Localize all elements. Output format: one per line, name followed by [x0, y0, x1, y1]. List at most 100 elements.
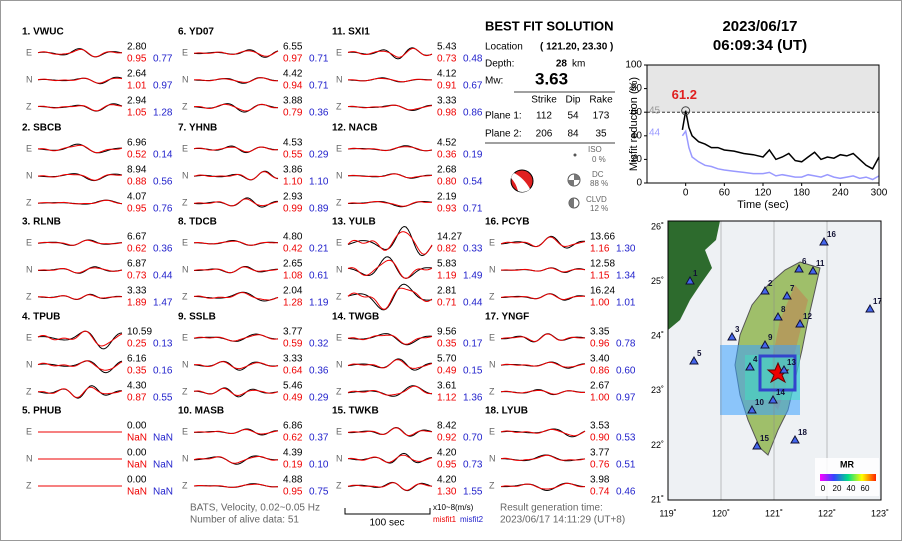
misfit2: 0.15 — [463, 366, 483, 377]
component: E — [182, 332, 188, 342]
station-name: 1. VWUC — [22, 27, 64, 38]
y-tick-label: 40 — [631, 130, 643, 141]
station — [819, 236, 829, 246]
station-name: 11. SXI1 — [332, 27, 370, 38]
station — [760, 339, 770, 349]
misfit1: 0.64 — [283, 366, 303, 377]
misfit2: 0.97 — [153, 81, 173, 92]
misfit1: 0.36 — [437, 150, 457, 161]
misfit2: 0.36 — [153, 244, 173, 255]
amplitude: 0.00 — [127, 475, 147, 486]
synthetic-trace — [37, 294, 123, 300]
observed-trace — [193, 291, 279, 302]
station-label: 7 — [790, 284, 795, 293]
station — [790, 434, 800, 444]
y-tick-label: 20 — [631, 154, 643, 165]
misfit2: 0.61 — [309, 271, 329, 282]
synthetic-trace — [37, 77, 123, 84]
amplitude: 3.53 — [590, 421, 610, 432]
plane-value: 35 — [595, 129, 607, 140]
misfit1: 1.00 — [590, 298, 610, 309]
amplitude: 5.43 — [437, 42, 457, 53]
misfit2: 0.36 — [309, 366, 329, 377]
misfit1: 0.99 — [283, 204, 303, 215]
plane-value: 54 — [567, 111, 579, 122]
amplitude: 4.12 — [437, 69, 457, 80]
synthetic-trace — [37, 48, 123, 58]
synthetic-trace — [500, 333, 586, 343]
synthetic-trace — [193, 334, 279, 342]
amplitude: 2.94 — [127, 96, 147, 107]
plane-value: 84 — [567, 129, 579, 140]
synthetic-trace — [193, 77, 279, 83]
synthetic-trace — [37, 174, 123, 181]
misfit2: 0.33 — [463, 244, 483, 255]
synthetic-trace — [347, 231, 433, 255]
lat-tick: 22˚ — [651, 440, 664, 450]
epicenter-box — [758, 354, 797, 392]
alive: Number of alive data: 51 — [190, 515, 299, 526]
station — [779, 364, 789, 374]
synthetic-trace — [193, 361, 279, 370]
iso-icon — [573, 153, 577, 157]
component: Z — [182, 197, 188, 207]
amplitude: 4.52 — [437, 138, 457, 149]
observed-trace — [37, 385, 122, 399]
misfit2: 0.48 — [463, 54, 483, 65]
station-label: 10 — [755, 398, 764, 407]
depth-label: Depth: — [485, 59, 514, 70]
station — [747, 404, 757, 414]
synthetic-trace — [347, 385, 433, 396]
misfit2: 0.53 — [616, 433, 636, 444]
synthetic-trace — [37, 360, 123, 371]
synthetic-trace — [347, 454, 433, 463]
station-label: 2 — [768, 279, 773, 288]
misfit1: 1.00 — [590, 393, 610, 404]
misfit2: 1.19 — [309, 298, 329, 309]
component: E — [336, 47, 342, 57]
plane-label: Plane 2: — [485, 129, 522, 140]
misfit2: 0.51 — [616, 460, 636, 471]
misfit2: 0.67 — [463, 81, 483, 92]
misfit1: 0.73 — [127, 271, 147, 282]
col-header: Dip — [565, 95, 580, 106]
component: Z — [489, 480, 495, 490]
best-label: 61.2 — [672, 87, 697, 102]
component: Z — [336, 480, 342, 490]
misfit2: 1.55 — [463, 487, 483, 498]
observed-trace — [347, 225, 433, 257]
amplitude: 6.16 — [127, 354, 147, 365]
x-tick-label: 120 — [755, 188, 772, 199]
synthetic-trace — [37, 104, 123, 112]
component: Z — [336, 291, 342, 301]
synthetic-trace — [347, 104, 433, 111]
misfit2: 1.30 — [616, 244, 636, 255]
misfit1: 0.88 — [127, 177, 147, 188]
synthetic-trace — [193, 146, 279, 153]
component: Z — [26, 386, 32, 396]
mw-label: Mw: — [485, 76, 503, 87]
component: E — [182, 143, 188, 153]
synthetic-trace — [193, 266, 279, 274]
misfit1: 1.30 — [437, 487, 457, 498]
amplitude: 2.93 — [283, 192, 303, 203]
misfit2: 0.21 — [309, 244, 329, 255]
station — [768, 394, 778, 404]
station — [760, 285, 770, 295]
misfit1: 0.98 — [437, 108, 457, 119]
amplitude: 2.19 — [437, 192, 457, 203]
network: BATS, Velocity, 0.02~0.05 Hz — [190, 503, 320, 514]
misfit2: 0.77 — [153, 54, 173, 65]
synthetic-trace — [347, 77, 433, 83]
misfit1: 1.16 — [590, 244, 610, 255]
amplitude: 2.80 — [127, 42, 147, 53]
station-label: 5 — [697, 349, 702, 358]
component: Z — [489, 291, 495, 301]
lon-tick: 121˚ — [765, 508, 783, 518]
station-name: 14. TWGB — [332, 312, 379, 323]
iso-label: ISO — [588, 145, 602, 154]
lon-tick: 119˚ — [659, 508, 676, 518]
depth-unit: km — [572, 59, 585, 70]
amplitude: 3.33 — [283, 354, 303, 365]
station-name: 12. NACB — [332, 123, 378, 134]
